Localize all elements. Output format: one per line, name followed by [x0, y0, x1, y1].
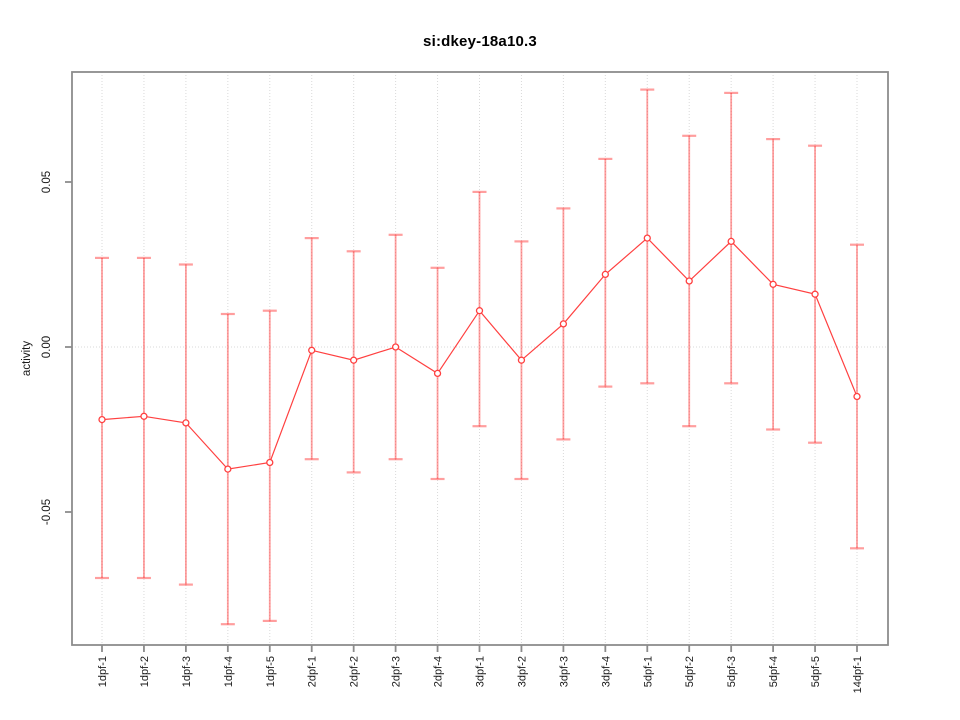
- x-tick-label: 2dpf-4: [433, 656, 445, 687]
- x-tick-label: 3dpf-3: [558, 656, 570, 687]
- x-tick-label: 2dpf-2: [349, 656, 361, 687]
- data-point: [266, 458, 274, 467]
- x-tick-label: 3dpf-2: [516, 656, 528, 687]
- data-point: [643, 234, 651, 242]
- x-tick-label: 2dpf-3: [391, 656, 403, 687]
- x-tick-label: 1dpf-4: [223, 656, 235, 687]
- data-point: [685, 277, 693, 285]
- y-tick-label: 0.00: [41, 336, 53, 358]
- x-tick-label: 5dpf-3: [726, 656, 738, 687]
- data-point: [475, 307, 484, 315]
- x-tick-label: 1dpf-5: [265, 656, 277, 687]
- x-tick-label: 1dpf-2: [139, 656, 151, 687]
- x-tick-label: 5dpf-2: [684, 656, 696, 687]
- data-point: [811, 290, 819, 298]
- y-tick-label: -0.05: [41, 499, 53, 525]
- data-point: [224, 465, 232, 473]
- data-point: [517, 356, 526, 364]
- x-tick-label: 2dpf-1: [307, 656, 319, 687]
- data-point: [853, 392, 861, 401]
- x-tick-label: 5dpf-4: [768, 656, 780, 687]
- x-tick-label: 1dpf-1: [97, 656, 109, 687]
- x-tick-label: 1dpf-3: [181, 656, 193, 687]
- data-point: [433, 369, 442, 378]
- data-point: [391, 343, 400, 351]
- data-point: [98, 415, 106, 424]
- y-axis-title: activity: [21, 341, 33, 376]
- data-point: [140, 412, 148, 420]
- x-tick-label: 5dpf-5: [810, 656, 822, 687]
- x-tick-label: 3dpf-4: [600, 656, 612, 687]
- x-tick-label: 14dpf-1: [852, 656, 864, 693]
- x-tick-label: 5dpf-1: [642, 656, 654, 687]
- data-point: [601, 270, 609, 279]
- data-point: [559, 320, 568, 328]
- data-point: [308, 346, 316, 354]
- data-point: [350, 356, 358, 364]
- data-point: [182, 419, 190, 427]
- chart-title: si:dkey-18a10.3: [423, 33, 537, 50]
- y-tick-label: 0.05: [41, 171, 53, 193]
- x-tick-label: 3dpf-1: [475, 656, 487, 687]
- data-point: [769, 280, 777, 288]
- data-point: [727, 237, 735, 246]
